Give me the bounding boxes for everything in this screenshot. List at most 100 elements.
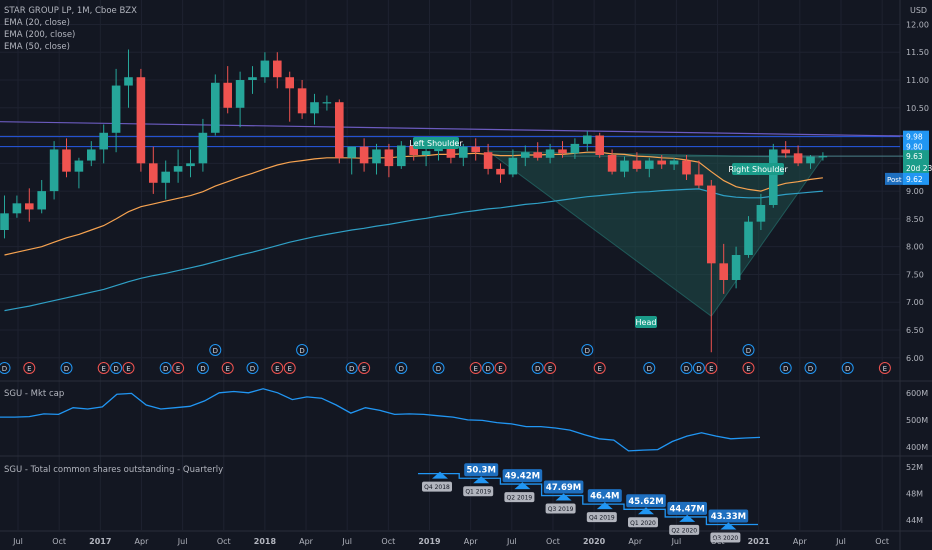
event-marker: D	[296, 344, 309, 356]
event-label: E	[176, 365, 180, 373]
price-badge-label: 9.63	[906, 152, 923, 161]
candle-body	[74, 160, 84, 172]
event-label: E	[883, 365, 887, 373]
candle-body	[211, 82, 220, 133]
candle-body	[25, 203, 34, 210]
price-badge-box	[903, 130, 929, 143]
head-label: Head	[636, 318, 657, 327]
candle-body	[558, 149, 567, 154]
candle-body	[607, 155, 617, 172]
event-label: E	[287, 365, 291, 373]
shares-tick-label: 48M	[906, 490, 923, 499]
event-label: D	[200, 365, 205, 373]
candle-body	[459, 146, 468, 158]
event-label: D	[746, 347, 751, 355]
event-circle	[271, 362, 284, 374]
event-circle	[692, 362, 705, 374]
price-badge-label: 9.98	[906, 133, 923, 142]
event-marker: D	[643, 362, 656, 374]
events-row[interactable]: D E D E D E D E DDE D E EDD E D D E D E D EDE D D D EDE D D D E	[0, 344, 891, 374]
candle-body	[409, 145, 418, 155]
event-label: D	[647, 365, 652, 373]
event-label: D	[696, 365, 701, 373]
shares-value-box	[587, 489, 622, 503]
candle-body	[620, 160, 629, 172]
event-label: D	[250, 365, 255, 373]
candle-body	[136, 77, 146, 164]
price-badge-label: 20d 23h	[906, 164, 932, 173]
time-tick-label: Oct	[381, 537, 395, 546]
candle-body	[682, 160, 691, 175]
event-circle	[705, 362, 718, 374]
event-label: E	[362, 365, 366, 373]
shares-value-label: 46.4M	[590, 492, 619, 502]
candle-body	[297, 88, 307, 114]
shares-step-line	[418, 472, 758, 526]
candle-body	[446, 147, 456, 158]
time-tick-label: Jul	[341, 537, 352, 546]
event-label: E	[473, 365, 477, 373]
event-circle	[110, 362, 123, 374]
event-marker: E	[283, 362, 296, 374]
axes: 12.0011.5011.0010.5010.009.509.008.508.0…	[12, 20, 932, 546]
shares-value-box	[543, 480, 584, 494]
price-badge-box	[903, 161, 929, 174]
time-tick-label: 2021	[748, 537, 771, 546]
event-marker: E	[494, 362, 507, 374]
quarter-box	[669, 524, 700, 535]
event-circle	[172, 362, 185, 374]
event-label: D	[399, 365, 404, 373]
event-marker: D	[581, 344, 594, 356]
candle-body	[310, 102, 319, 114]
event-circle	[345, 362, 358, 374]
candle-body	[570, 143, 580, 154]
candle-body	[359, 146, 369, 164]
event-label: D	[436, 365, 441, 373]
event-marker: D	[60, 362, 73, 374]
ema50-legend[interactable]: EMA (50, close)	[4, 42, 70, 52]
candle-body	[793, 153, 803, 164]
candle-body	[595, 135, 604, 155]
time-tick-label: Jul	[177, 537, 188, 546]
candle-body	[818, 156, 828, 158]
legend: STAR GROUP LP, 1M, Cboe BZX EMA (20, clo…	[4, 6, 927, 475]
event-marker: D	[482, 362, 495, 374]
candlestick-series[interactable]	[0, 49, 828, 353]
quarter-label: Q1 2020	[630, 520, 656, 527]
price-badge-label: 9.80	[906, 143, 923, 152]
event-circle	[0, 362, 11, 374]
event-circle	[283, 362, 296, 374]
candle-body	[322, 102, 332, 104]
shares-value-label: 50.3M	[466, 466, 495, 476]
time-tick-label: Jul	[506, 537, 517, 546]
price-tick-label: 12.00	[906, 20, 929, 29]
event-circle	[122, 362, 135, 374]
event-label: D	[64, 365, 69, 373]
price-badge-label: 9.62	[906, 175, 923, 184]
event-marker: D	[804, 362, 817, 374]
candle-body	[248, 77, 257, 80]
event-circle	[494, 362, 507, 374]
left-shoulder-label: Left Shoulder	[409, 139, 463, 148]
event-marker: E	[469, 362, 482, 374]
time-tick-label: Oct	[875, 537, 889, 546]
event-circle	[804, 362, 817, 374]
ema20-legend[interactable]: EMA (20, close)	[4, 18, 70, 28]
event-circle	[246, 362, 259, 374]
time-tick-label: 2019	[418, 537, 441, 546]
event-marker: E	[97, 362, 110, 374]
event-label: E	[709, 365, 713, 373]
price-tick-label: 10.50	[906, 104, 929, 113]
candle-body	[285, 77, 294, 89]
event-circle	[680, 362, 693, 374]
event-circle	[60, 362, 73, 374]
ema200-legend[interactable]: EMA (200, close)	[4, 30, 75, 40]
event-marker: E	[705, 362, 718, 374]
shares-point-marker	[720, 522, 737, 530]
shares-value-label: 43.33M	[711, 512, 746, 522]
event-marker: D	[110, 362, 123, 374]
event-circle	[196, 362, 209, 374]
time-tick-label: Jul	[671, 537, 682, 546]
time-tick-label: Apr	[299, 537, 314, 546]
